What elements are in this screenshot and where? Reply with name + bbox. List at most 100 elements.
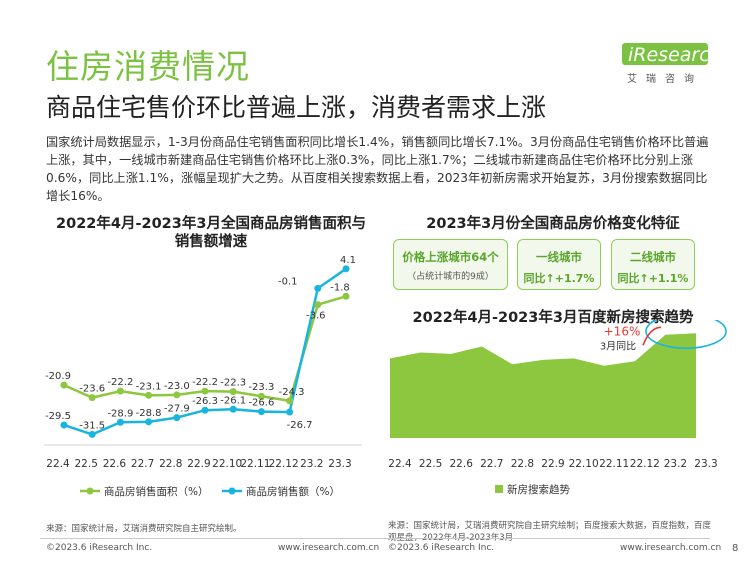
point-amount-22.9 xyxy=(201,406,209,414)
point-amount-22.4 xyxy=(60,421,68,429)
area-x-tick-22.6: 22.6 xyxy=(450,458,474,470)
label-amount-22.11: -26.6 xyxy=(248,398,274,409)
logo-cn: 艾瑞咨询 xyxy=(627,74,703,85)
annotation-label: 3月同比 xyxy=(600,340,636,352)
copyright-left: ©2023.6 iResearch Inc. xyxy=(46,543,153,553)
card-tier2: 二线城市 同比↑+1.1% xyxy=(611,239,695,290)
line-chart-title-1: 2022年4月-2023年3月全国商品房销售面积与 xyxy=(56,216,366,232)
label-area-22.12: -24.3 xyxy=(279,387,305,398)
left-source: 来源：国家统计局，艾瑞消费研究院自主研究绘制。 xyxy=(46,524,242,534)
url-right: www.iresearch.com.cn xyxy=(620,543,722,553)
label-area-22.5: -23.6 xyxy=(79,384,105,395)
point-amount-22.11 xyxy=(257,408,265,416)
label-area-22.4: -20.9 xyxy=(45,371,71,382)
label-area-22.11: -23.3 xyxy=(248,382,274,393)
label-amount-22.4: -29.5 xyxy=(45,411,71,422)
point-area-22.8 xyxy=(173,391,181,399)
point-area-22.5 xyxy=(88,394,96,402)
price-feature-title: 2023年3月份全国商品房价格变化特征 xyxy=(426,216,680,232)
search-trend-title: 2022年4月-2023年3月百度新房搜索趋势 xyxy=(412,310,694,326)
x-tick-23.3: 23.3 xyxy=(328,458,351,470)
point-area-22.11 xyxy=(257,392,265,400)
area-x-tick-22.10: 22.10 xyxy=(569,458,599,470)
arrow-icon xyxy=(642,326,662,346)
label-area-22.9: -22.2 xyxy=(192,377,218,388)
copyright-right: ©2023.6 iResearch Inc. xyxy=(388,543,495,553)
legend-amount-label: 商品房销售额（%） xyxy=(246,485,340,498)
legend-amount-dot xyxy=(228,487,236,495)
area-x-tick-22.7: 22.7 xyxy=(480,458,503,470)
x-tick-22.11: 22.11 xyxy=(240,458,270,470)
point-amount-23.3 xyxy=(342,265,350,273)
page-title: 住房消费情况 xyxy=(46,47,250,86)
footer-divider xyxy=(40,538,710,539)
label-area-22.8: -23.0 xyxy=(164,381,190,392)
point-area-22.6 xyxy=(116,387,124,395)
point-area-22.10 xyxy=(229,388,237,396)
label-amount-22.12: -26.7 xyxy=(287,420,313,431)
label-area-22.6: -22.2 xyxy=(107,377,133,388)
area-x-tick-22.12: 22.12 xyxy=(630,458,660,470)
area-x-tick-22.11: 22.11 xyxy=(599,458,629,470)
highlight-ellipse xyxy=(645,320,727,350)
logo-text: iResearch xyxy=(628,44,722,66)
card-tier2-value: 同比↑+1.1% xyxy=(617,272,689,285)
legend-area-label: 商品房销售面积（%） xyxy=(104,485,208,498)
label-area-23.2: -3.6 xyxy=(306,311,326,322)
card-tier2-label: 二线城市 xyxy=(630,250,676,264)
point-area-23.2 xyxy=(314,301,322,309)
point-amount-22.7 xyxy=(145,418,153,426)
label-area-22.10: -22.3 xyxy=(220,378,246,389)
legend-area-dot xyxy=(86,487,94,495)
x-tick-22.12: 22.12 xyxy=(269,458,299,470)
label-amount-22.10: -26.1 xyxy=(220,395,246,406)
x-tick-22.10: 22.10 xyxy=(212,458,242,470)
label-amount-22.5: -31.5 xyxy=(79,420,105,431)
page-number: 8 xyxy=(732,543,739,554)
logo-badge-icon xyxy=(622,43,708,65)
card-rising-cities-label: 价格上涨城市64个 xyxy=(402,250,499,264)
label-amount-22.7: -28.8 xyxy=(136,408,162,419)
right-source: 来源：国家统计局，艾瑞消费研究院自主研究绘制；百度搜索大数据，百度指数，百度观星… xyxy=(388,521,712,543)
point-amount-22.10 xyxy=(229,405,237,413)
point-amount-22.5 xyxy=(88,430,96,438)
iresearch-logo: iResearch 艾瑞咨询 xyxy=(622,40,722,86)
label-area-23.3: -1.8 xyxy=(330,282,350,293)
card-rising-cities: 价格上涨城市64个 （占统计城市的9成） xyxy=(393,239,508,290)
point-amount-23.2 xyxy=(314,284,322,292)
series-search-area xyxy=(390,333,696,438)
line-chart-title-2: 销售额增速 xyxy=(174,234,248,250)
card-rising-cities-note: （占统计城市的9成） xyxy=(407,272,494,282)
x-tick-22.6: 22.6 xyxy=(103,458,127,470)
x-tick-22.7: 22.7 xyxy=(131,458,154,470)
x-tick-22.9: 22.9 xyxy=(187,458,210,470)
point-amount-22.6 xyxy=(116,418,124,426)
point-area-22.12 xyxy=(286,397,294,405)
legend-search-swatch xyxy=(495,485,503,493)
annotation-value: +16% xyxy=(604,324,641,338)
card-tier1: 一线城市 同比↑+1.7% xyxy=(517,239,601,290)
x-tick-23.2: 23.2 xyxy=(300,458,323,470)
area-x-tick-22.8: 22.8 xyxy=(511,458,534,470)
area-x-tick-22.5: 22.5 xyxy=(419,458,442,470)
x-tick-22.8: 22.8 xyxy=(159,458,182,470)
point-area-22.7 xyxy=(145,391,153,399)
point-amount-22.8 xyxy=(173,414,181,422)
area-x-tick-22.4: 22.4 xyxy=(388,458,412,470)
card-tier1-label: 一线城市 xyxy=(536,250,582,264)
point-area-22.9 xyxy=(201,387,209,395)
label-amount-22.6: -28.9 xyxy=(107,408,133,419)
label-amount-23.2: -0.1 xyxy=(278,276,298,287)
label-amount-23.3: 4.1 xyxy=(340,255,356,266)
url-left: www.iresearch.com.cn xyxy=(278,543,380,553)
legend-search-label: 新房搜索趋势 xyxy=(507,483,570,496)
line-chart: -20.9-23.6-22.2 -23.1 -23.0 -22.2 -22.3 -23.3… xyxy=(44,255,362,498)
card-tier1-value: 同比↑+1.7% xyxy=(523,272,595,285)
label-amount-22.8: -27.9 xyxy=(164,404,190,415)
point-area-23.3 xyxy=(342,292,350,300)
label-amount-22.9: -26.3 xyxy=(192,396,218,407)
page-subtitle: 商品住宅售价环比普遍上涨，消费者需求上涨 xyxy=(46,93,547,122)
area-x-tick-22.9: 22.9 xyxy=(541,458,564,470)
area-x-tick-23.3: 23.3 xyxy=(694,458,717,470)
